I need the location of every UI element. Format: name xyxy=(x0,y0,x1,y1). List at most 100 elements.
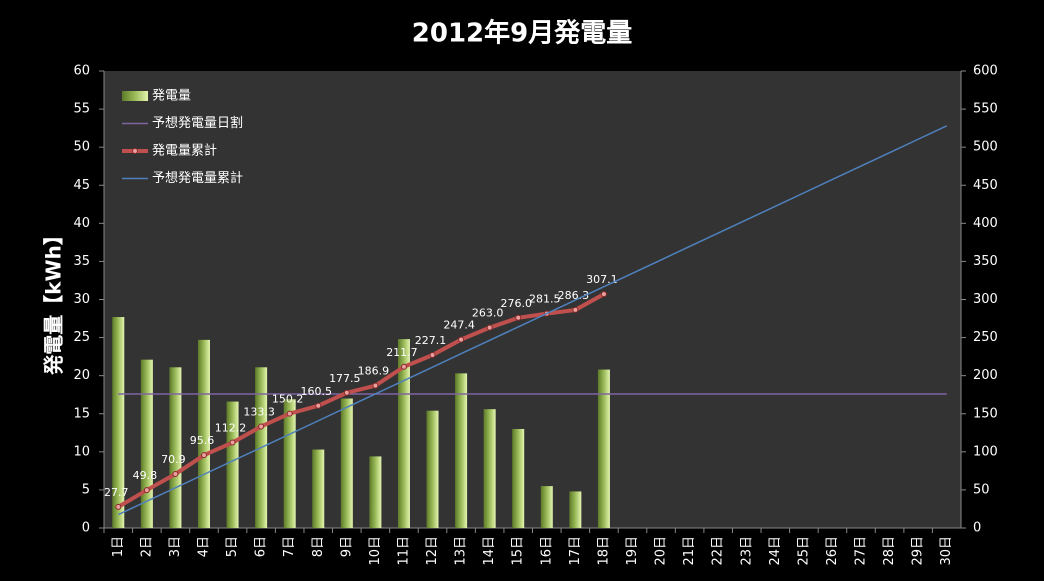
y-tick-label: 30 xyxy=(73,292,90,307)
x-tick-label: 30日 xyxy=(939,536,954,566)
bar xyxy=(512,428,525,528)
bar xyxy=(112,317,125,528)
bar xyxy=(397,339,410,528)
x-tick-label: 19日 xyxy=(625,536,640,566)
bar xyxy=(197,339,210,528)
legend-label: 発電量累計 xyxy=(152,143,217,159)
y2-tick-label: 50 xyxy=(973,482,990,497)
x-tick-label: 18日 xyxy=(596,536,611,566)
x-tick-label: 29日 xyxy=(911,536,926,566)
legend-marker xyxy=(132,148,138,154)
marker xyxy=(286,410,293,417)
y-axis-label: 発電量【kWh】 xyxy=(42,225,66,376)
x-tick-label: 28日 xyxy=(882,536,897,566)
data-label: 307.1 xyxy=(586,273,618,286)
data-label: 286.3 xyxy=(558,289,590,302)
bar xyxy=(140,359,153,528)
bar xyxy=(483,409,496,528)
bar xyxy=(340,398,353,528)
x-tick-label: 16日 xyxy=(539,536,554,566)
data-label: 247.4 xyxy=(443,319,475,332)
marker xyxy=(315,402,322,409)
x-tick-label: 8日 xyxy=(311,536,326,557)
data-label: 276.0 xyxy=(500,297,532,310)
marker xyxy=(429,352,436,359)
x-tick-label: 26日 xyxy=(825,536,840,566)
y-tick-label: 40 xyxy=(73,216,90,231)
x-tick-label: 24日 xyxy=(768,536,783,566)
data-label: 150.2 xyxy=(272,393,304,406)
legend-label: 予想発電量日割 xyxy=(152,115,243,131)
data-label: 263.0 xyxy=(472,307,504,320)
x-tick-label: 1日 xyxy=(111,536,126,557)
y-tick-label: 20 xyxy=(73,368,90,383)
bar xyxy=(369,456,382,528)
y-tick-label: 15 xyxy=(73,406,90,421)
bar xyxy=(226,401,239,528)
marker xyxy=(115,503,122,510)
y-tick-label: 25 xyxy=(73,330,90,345)
data-label: 281.5 xyxy=(529,293,561,306)
marker xyxy=(486,324,493,331)
x-tick-label: 22日 xyxy=(711,536,726,566)
x-tick-label: 9日 xyxy=(339,536,354,557)
bar xyxy=(569,491,582,528)
bar xyxy=(169,367,182,528)
x-tick-label: 6日 xyxy=(254,536,269,557)
data-label: 27.7 xyxy=(104,486,129,499)
x-tick-label: 25日 xyxy=(796,536,811,566)
marker xyxy=(143,487,150,494)
y2-tick-label: 250 xyxy=(973,330,998,345)
y2-tick-label: 200 xyxy=(973,368,998,383)
data-label: 211.7 xyxy=(386,346,418,359)
marker xyxy=(258,423,265,430)
legend-swatch xyxy=(122,91,148,101)
y-tick-label: 5 xyxy=(82,482,90,497)
y2-tick-label: 600 xyxy=(973,64,998,79)
marker xyxy=(229,439,236,446)
x-tick-label: 12日 xyxy=(425,536,440,566)
data-label: 49.8 xyxy=(133,469,158,482)
line xyxy=(117,125,948,516)
y2-tick-label: 0 xyxy=(973,521,981,536)
y2-tick-label: 400 xyxy=(973,216,998,231)
x-tick-label: 27日 xyxy=(854,536,869,566)
data-label: 112.2 xyxy=(215,422,247,435)
bar xyxy=(455,373,468,528)
x-tick-label: 21日 xyxy=(682,536,697,566)
x-tick-label: 20日 xyxy=(654,536,669,566)
y-tick-label: 10 xyxy=(73,444,90,459)
x-tick-label: 2日 xyxy=(139,536,154,557)
data-label: 133.3 xyxy=(243,405,275,418)
bar xyxy=(597,369,610,528)
data-label: 177.5 xyxy=(329,372,361,385)
y-tick-label: 0 xyxy=(82,521,90,536)
data-label: 227.1 xyxy=(415,334,447,347)
marker xyxy=(600,291,607,298)
x-tick-label: 4日 xyxy=(196,536,211,557)
chart-title: 2012年9月発電量 xyxy=(412,18,632,49)
plot-area xyxy=(104,71,961,528)
marker xyxy=(458,336,465,343)
legend-label: 予想発電量累計 xyxy=(152,170,243,186)
x-tick-label: 15日 xyxy=(511,536,526,566)
x-tick-label: 3日 xyxy=(168,536,183,557)
data-label: 95.6 xyxy=(190,434,215,447)
x-tick-label: 13日 xyxy=(454,536,469,566)
bar xyxy=(312,449,325,528)
y2-tick-label: 300 xyxy=(973,292,998,307)
y2-tick-label: 500 xyxy=(973,140,998,155)
bar xyxy=(426,410,439,528)
y-tick-label: 50 xyxy=(73,140,90,155)
marker xyxy=(343,389,350,396)
y-tick-label: 55 xyxy=(73,102,90,117)
marker xyxy=(172,470,179,477)
x-tick-label: 14日 xyxy=(482,536,497,566)
y2-tick-label: 100 xyxy=(973,444,998,459)
marker xyxy=(400,363,407,370)
y2-tick-label: 450 xyxy=(973,178,998,193)
y2-tick-label: 150 xyxy=(973,406,998,421)
y2-tick-label: 550 xyxy=(973,102,998,117)
data-label: 160.5 xyxy=(301,385,333,398)
y-tick-label: 35 xyxy=(73,254,90,269)
